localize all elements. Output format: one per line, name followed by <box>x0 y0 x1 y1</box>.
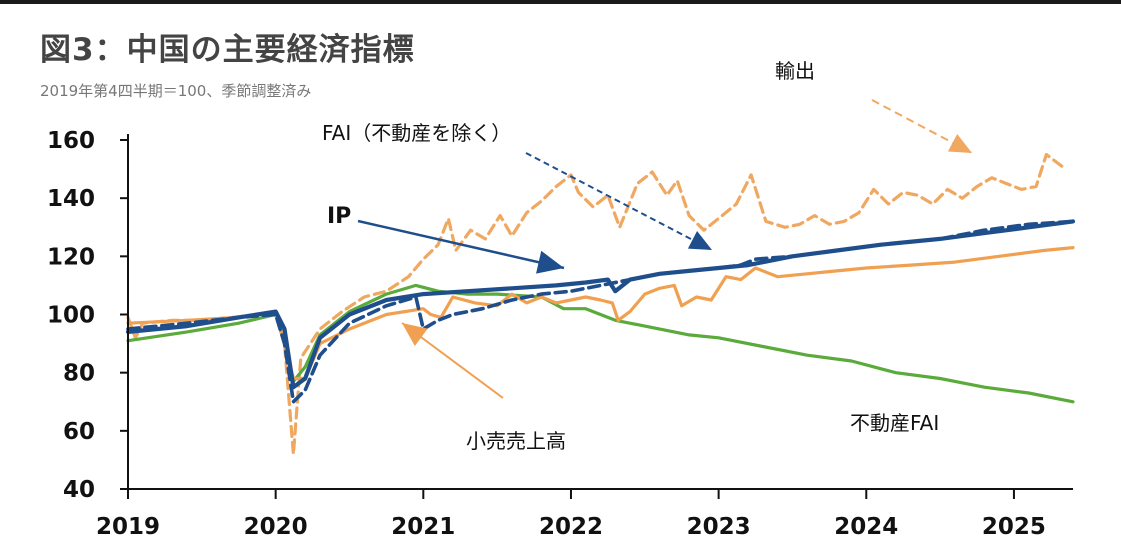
fai-arrow-shaft <box>525 152 713 251</box>
y-tick-label: 160 <box>47 128 95 154</box>
x-tick-label: 2024 <box>834 514 898 540</box>
x-tick-label: 2023 <box>687 514 751 540</box>
series-line-exports <box>126 152 1068 456</box>
y-tick-label: 100 <box>47 303 95 329</box>
annotation-retail: 小売売上高 <box>466 429 566 453</box>
exports-arrow-head <box>947 133 972 153</box>
series-line-property_fai <box>126 283 1075 404</box>
page-title: 図3：中国の主要経済指標 <box>40 32 415 68</box>
series-line-retail <box>126 246 1075 381</box>
x-tick-label: 2022 <box>539 514 603 540</box>
series-line-ip <box>125 219 1076 390</box>
annotation-layer: 輸出 FAI（不動産を除く） IP 小売売上高 不動産FAI <box>322 59 973 453</box>
y-tick-label: 120 <box>47 244 95 270</box>
annotation-property_fai: 不動産FAI <box>850 411 939 435</box>
ip-arrow-shaft <box>357 219 565 270</box>
annotation-ip: IP <box>327 204 351 229</box>
y-tick-label: 140 <box>47 186 95 212</box>
axes-layer: 40 60 80 100 120 140 160 2019 2020 2021 2022 2023 20… <box>47 128 1073 540</box>
series-layer <box>125 152 1076 456</box>
ip-arrow-head <box>536 250 564 274</box>
page-subtitle: 2019年第4四半期＝100、季節調整済み <box>40 82 312 100</box>
annotation-fai_ex_property: FAI（不動産を除く） <box>322 121 511 145</box>
top-rule <box>0 0 1121 4</box>
x-tick-label: 2019 <box>96 514 160 540</box>
retail-arrow-head <box>402 323 428 346</box>
annotation-exports: 輸出 <box>775 59 815 83</box>
x-tick-label: 2021 <box>391 514 455 540</box>
x-tick-label: 2025 <box>982 514 1046 540</box>
y-tick-label: 40 <box>63 477 95 503</box>
fai-arrow-head <box>687 231 712 250</box>
x-tick-label: 2020 <box>244 514 308 540</box>
y-tick-label: 60 <box>63 419 95 445</box>
y-tick-label: 80 <box>63 361 95 387</box>
